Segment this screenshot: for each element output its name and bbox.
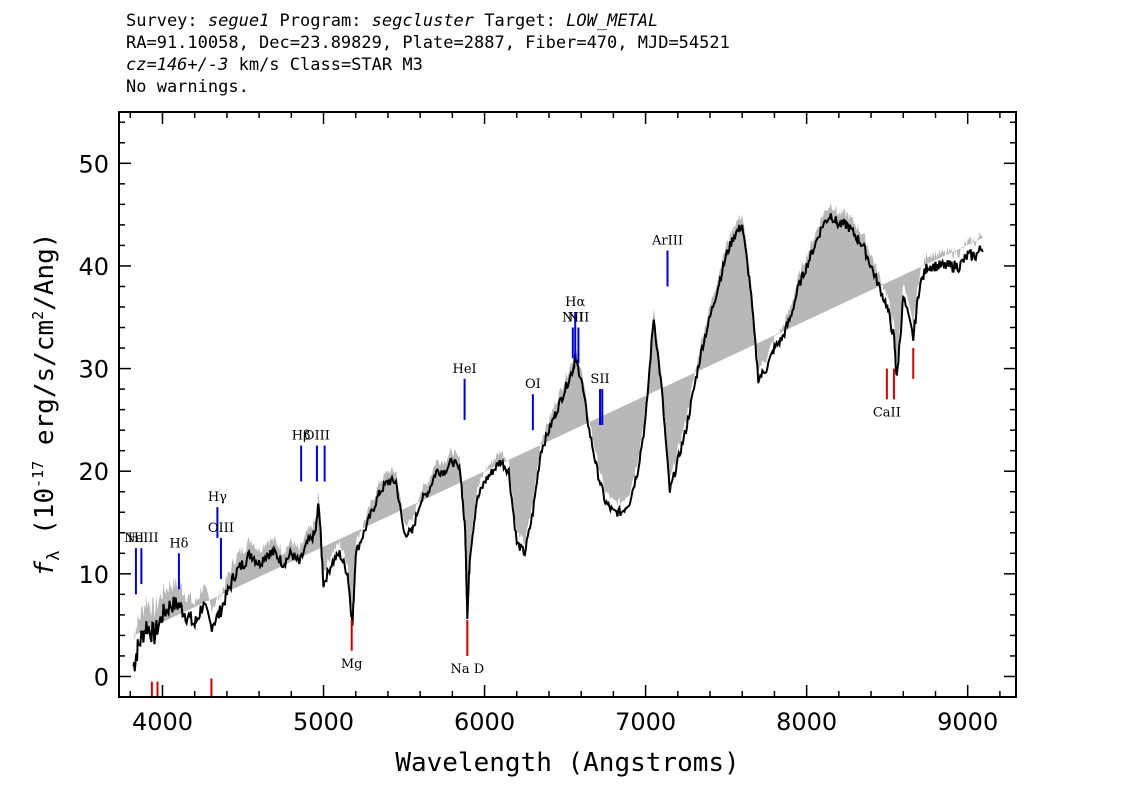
y-tick-label: 10 <box>78 561 109 589</box>
header-line-coords: RA=91.10058, Dec=23.89829, Plate=2887, F… <box>126 33 730 53</box>
emission-line-label: Hδ <box>169 536 188 551</box>
emission-line-label: Hα <box>565 295 585 310</box>
x-tick-label: 9000 <box>937 708 998 736</box>
x-tick-label: 7000 <box>615 708 676 736</box>
class-value: km/s Class=STAR M3 <box>228 55 423 75</box>
x-tick-label: 4000 <box>132 708 193 736</box>
emission-line-label: Hγ <box>208 490 227 505</box>
emission-line-label: Hβ <box>292 429 311 444</box>
y-tick-label: 40 <box>78 253 109 281</box>
emission-line-label: OIII <box>208 521 234 536</box>
absorption-line-label: CaII <box>873 405 901 420</box>
emission-line-label: HΙ <box>128 531 144 546</box>
survey-label: Survey: <box>126 11 208 31</box>
program-value: segcluster <box>371 11 475 31</box>
spectrum-line <box>132 213 984 672</box>
axes-frame <box>118 111 1017 698</box>
spectrum-header: Survey: segue1 Program: segcluster Targe… <box>126 10 1026 98</box>
x-tick-label: 5000 <box>293 708 354 736</box>
header-line-warnings: No warnings. <box>126 77 249 97</box>
x-tick-label: 8000 <box>776 708 837 736</box>
y-tick-label: 30 <box>78 356 109 384</box>
y-tick-label: 0 <box>94 663 109 691</box>
y-tick-label: 50 <box>78 150 109 178</box>
emission-line-label: NII <box>568 311 590 326</box>
header-line-survey: Survey: segue1 Program: segcluster Targe… <box>126 10 1026 32</box>
emission-line-label: HeI <box>453 362 477 377</box>
plot-frame <box>118 111 1017 698</box>
error-band-layer <box>133 202 983 642</box>
emission-line-label: OIII <box>304 429 330 444</box>
header-line-redshift: cz=146+/-3 km/s Class=STAR M3 <box>126 54 1026 76</box>
error-band <box>133 202 983 642</box>
target-value: LOW_METAL <box>566 11 659 31</box>
axis-ticks: 4000 5000 6000 7000 8000 9000 0 10 20 30 40 50 <box>78 112 1016 736</box>
y-axis-title: fλ (10-17 erg/s/cm2/Ang) <box>29 233 64 577</box>
program-label: Program: <box>269 11 372 31</box>
absorption-line-label: Mg <box>341 657 363 672</box>
emission-line-label: ArIII <box>651 234 683 249</box>
emission-line-label: OI <box>525 377 541 392</box>
absorption-line-label: Na D <box>450 662 484 677</box>
x-axis-title: Wavelength (Angstroms) <box>395 748 739 778</box>
target-label: Target: <box>474 11 567 31</box>
x-tick-label: 6000 <box>454 708 515 736</box>
emission-line-label: NeIII <box>124 531 158 546</box>
spectrum-line-layer <box>132 213 984 672</box>
emission-line-label: SII <box>590 372 609 387</box>
emission-line-label: NII <box>562 311 584 326</box>
survey-value: segue1 <box>207 11 270 31</box>
redshift-value: cz=146+/-3 <box>126 55 229 75</box>
y-tick-label: 20 <box>78 458 109 486</box>
